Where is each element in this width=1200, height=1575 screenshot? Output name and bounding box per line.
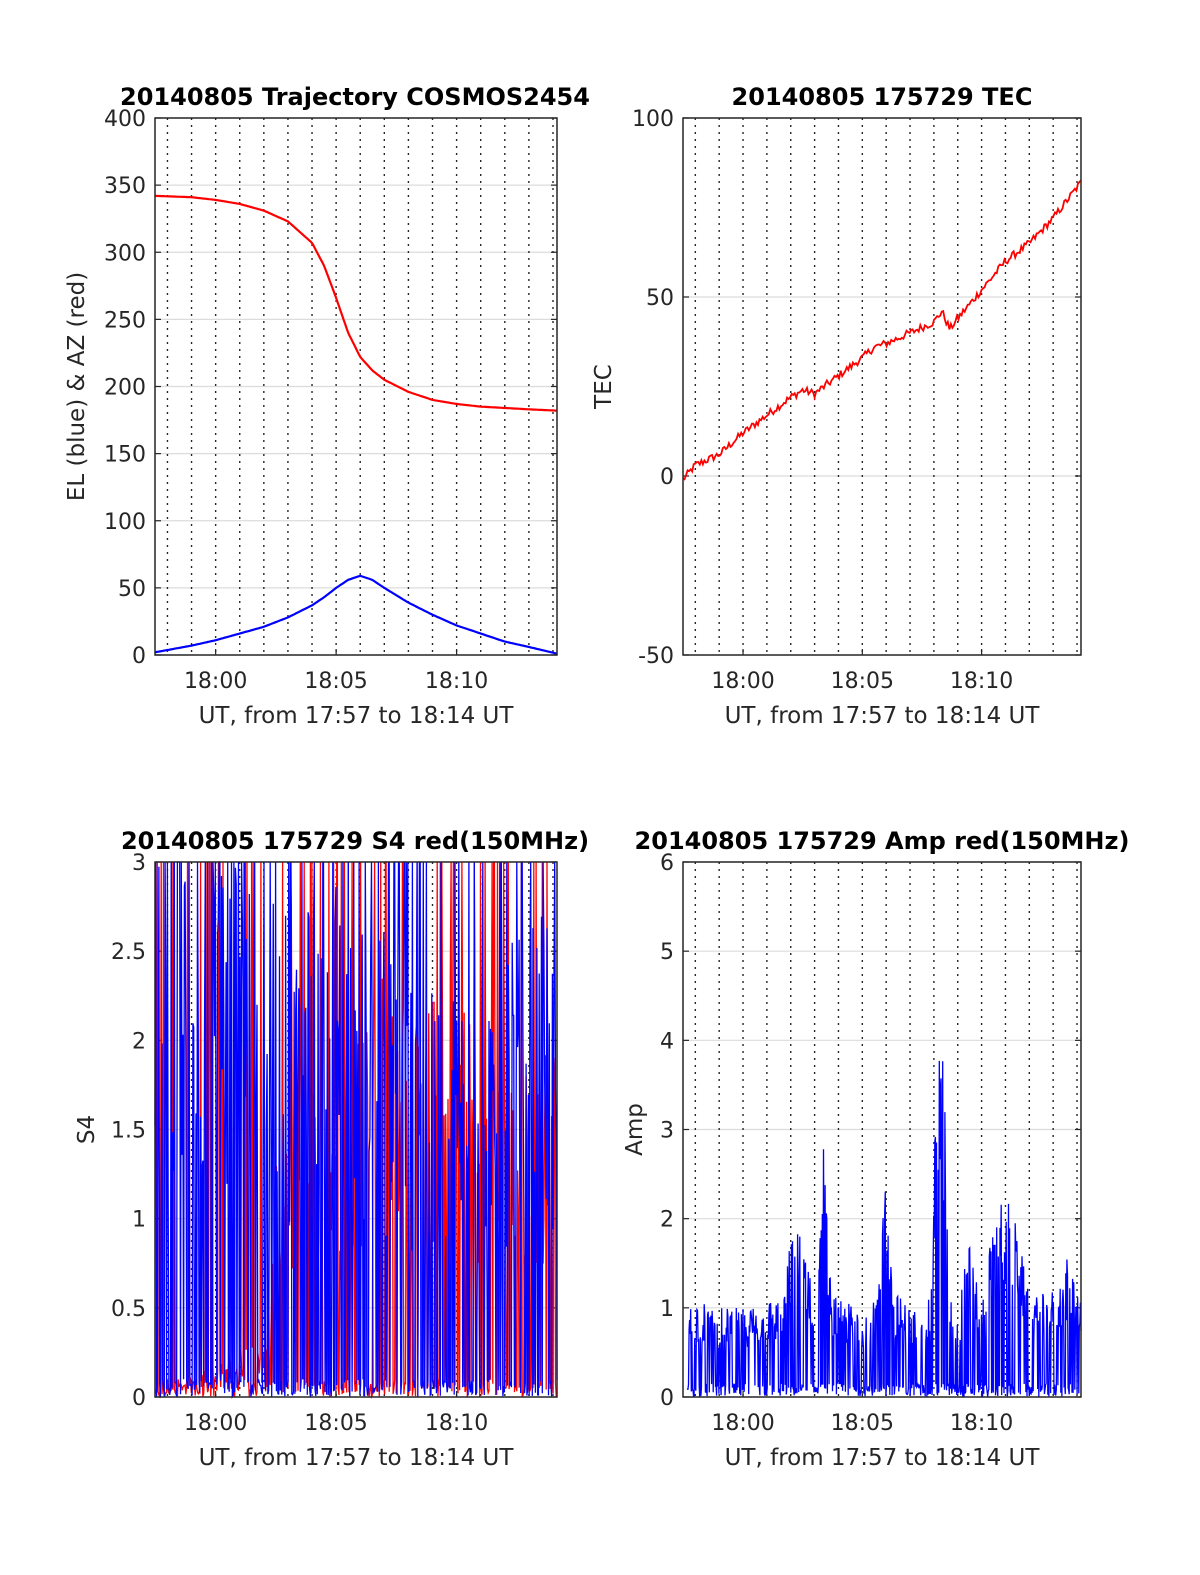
plot-area [682,117,1082,656]
y-tick-label: 0 [132,1386,146,1411]
tec-panel: -50 0 50 100 18:00 18:05 18:10 20140805 175729 … [591,83,1082,729]
y-axis-label: Amp [622,1103,648,1156]
y-tick-label: 2 [660,1208,674,1233]
plot-frame [154,117,558,656]
x-tick-label: 18:00 [184,669,247,694]
series-line-blue [154,861,558,1399]
x-tick-label: 18:05 [831,1411,894,1436]
y-tick-label: 1 [660,1297,674,1322]
trajectory-panel: 0 50 100 150 200 250 300 350 400 18:00 18:05 18:10 2… [64,83,590,729]
x-axis-label: UT, from 17:57 to 18:14 UT [199,703,515,729]
chart-title: 20140805 175729 Amp red(150MHz) [635,827,1130,855]
x-tick-label: 18:00 [711,1411,774,1436]
y-tick-label: 2.5 [111,940,146,965]
x-tick-label: 18:05 [831,669,894,694]
y-tick-label: 250 [104,308,146,333]
series-line-blue [686,1060,1082,1398]
plot-frame [682,117,1082,656]
y-tick-label: 100 [632,107,674,132]
chart-title: 20140805 175729 TEC [732,83,1033,111]
y-tick-label: 50 [646,286,674,311]
y-axis-label: TEC [591,364,617,410]
y-tick-label: 50 [118,577,146,602]
s4-panel: 0 0.5 1 1.5 2 2.5 3 18:00 18:05 18:10 20140805 175… [74,827,589,1471]
x-tick-label: 18:00 [711,669,774,694]
y-axis-label: S4 [74,1115,100,1144]
y-tick-label: 350 [104,174,146,199]
series-line-blue [154,574,558,655]
x-axis-label: UT, from 17:57 to 18:14 UT [725,703,1041,729]
y-tick-label: 3 [132,851,146,876]
y-tick-label: 200 [104,376,146,401]
y-tick-label: -50 [638,644,674,669]
x-tick-label: 18:10 [425,1411,488,1436]
series-line-red [682,179,1082,481]
y-tick-label: 1 [132,1208,146,1233]
x-tick-label: 18:10 [950,1411,1013,1436]
plot-frame [682,861,1082,1398]
x-tick-label: 18:00 [184,1411,247,1436]
y-tick-label: 0 [132,644,146,669]
y-tick-label: 0 [660,1386,674,1411]
y-tick-label: 5 [660,940,674,965]
x-axis-label: UT, from 17:57 to 18:14 UT [725,1445,1041,1471]
series-line-red [155,194,558,412]
y-tick-label: 3 [660,1119,674,1144]
y-tick-label: 300 [104,241,146,266]
y-tick-label: 2 [132,1029,146,1054]
x-tick-label: 18:05 [304,1411,367,1436]
y-tick-label: 0.5 [111,1297,146,1322]
y-tick-label: 6 [660,851,674,876]
amp-panel: 0 1 2 3 4 5 6 18:00 18:05 18:10 20140805 175729 Am… [622,827,1129,1471]
y-tick-label: 1.5 [111,1119,146,1144]
x-axis-label: UT, from 17:57 to 18:14 UT [199,1445,515,1471]
x-tick-label: 18:10 [425,669,488,694]
x-tick-label: 18:10 [950,669,1013,694]
y-tick-label: 4 [660,1029,674,1054]
y-axis-label: EL (blue) & AZ (red) [64,272,90,501]
y-tick-label: 150 [104,443,146,468]
chart-title: 20140805 175729 S4 red(150MHz) [121,827,589,855]
y-tick-label: 100 [104,510,146,535]
chart-title: 20140805 Trajectory COSMOS2454 [120,83,590,111]
y-tick-label: 400 [104,107,146,132]
x-tick-label: 18:05 [304,669,367,694]
plot-frame [154,861,558,1398]
y-tick-label: 0 [660,465,674,490]
